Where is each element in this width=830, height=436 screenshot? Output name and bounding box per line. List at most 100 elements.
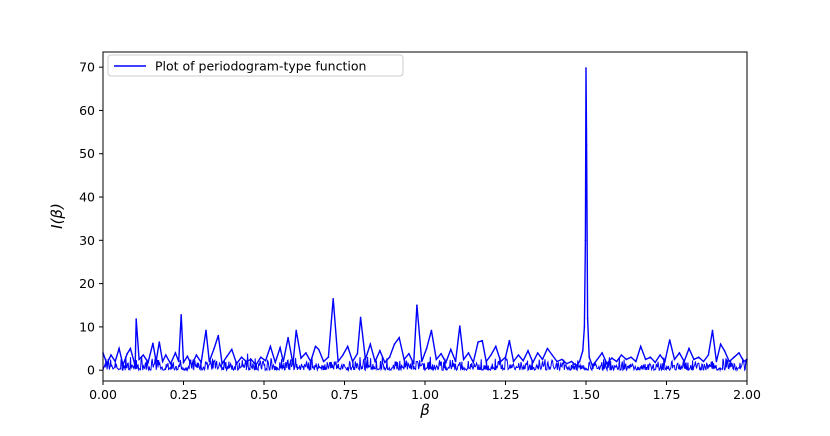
data-point [611, 357, 613, 359]
data-point [728, 360, 731, 363]
data-point [269, 345, 272, 348]
data-point [462, 358, 465, 361]
data-point [450, 348, 452, 351]
data-point [161, 360, 164, 363]
data-point [551, 354, 553, 356]
y-tick-label: 70 [79, 60, 95, 75]
data-point [169, 362, 172, 365]
data-point [177, 360, 180, 363]
data-point [582, 349, 584, 352]
data-point [118, 347, 120, 350]
data-point [388, 356, 391, 359]
data-point [601, 352, 603, 354]
data-point [356, 352, 359, 355]
data-point [630, 356, 632, 359]
data-point [644, 358, 647, 361]
data-point [733, 356, 735, 359]
data-point [583, 326, 586, 328]
data-point [135, 318, 137, 320]
data-point [688, 347, 690, 350]
data-point [440, 352, 442, 355]
data-point [255, 364, 257, 366]
x-tick-label: 1.00 [411, 387, 439, 402]
data-point [300, 357, 302, 359]
data-point [481, 339, 484, 342]
data-point [738, 352, 740, 354]
x-tick-label: 1.75 [653, 387, 681, 402]
data-point [416, 304, 418, 307]
data-point [205, 329, 207, 332]
y-axis: 0 10 20 30 40 50 60 70 [79, 60, 103, 378]
data-point [114, 360, 116, 363]
series-line [102, 67, 748, 368]
data-point [369, 343, 372, 346]
data-point [584, 239, 587, 242]
data-point [279, 346, 281, 349]
data-point [260, 356, 262, 359]
data-point [122, 364, 124, 366]
data-point [309, 360, 312, 363]
series-noise-band [102, 353, 748, 373]
x-tick-label: 1.50 [572, 387, 600, 402]
data-point [359, 316, 362, 319]
data-point [570, 360, 573, 363]
data-point [226, 355, 228, 358]
data-point [126, 352, 128, 355]
data-point [250, 358, 252, 361]
y-tick-label: 0 [87, 363, 95, 378]
plot-frame [102, 51, 748, 382]
data-point [314, 345, 317, 348]
data-point [180, 314, 182, 316]
data-point [683, 360, 685, 363]
data-point [292, 362, 294, 365]
data-point [711, 329, 714, 332]
data-point [152, 342, 154, 345]
data-point [517, 354, 520, 356]
x-tick-label: 2.00 [733, 387, 761, 402]
noise-layer [102, 353, 748, 373]
y-axis-label: I(β) [48, 203, 66, 229]
data-point [327, 356, 330, 359]
data-point [182, 361, 185, 364]
data-point [536, 352, 539, 354]
data-point [264, 359, 267, 362]
data-point [221, 362, 223, 365]
legend-label: Plot of periodogram-type function [155, 59, 366, 74]
data-point [337, 360, 339, 363]
data-point [707, 354, 710, 356]
x-axis-label: β [419, 401, 430, 419]
data-point [659, 354, 661, 356]
x-tick-label: 0.25 [170, 387, 198, 402]
data-point [561, 358, 563, 361]
data-point [398, 336, 401, 339]
data-point [186, 355, 189, 358]
data-point [585, 67, 587, 69]
data-point [485, 360, 488, 363]
data-point [165, 354, 167, 356]
data-point [364, 358, 367, 361]
data-point [588, 356, 590, 359]
data-point [274, 361, 277, 364]
data-point [445, 361, 447, 364]
data-point [565, 362, 568, 365]
data-point [106, 362, 108, 365]
data-point [495, 345, 497, 348]
data-point [664, 360, 666, 363]
data-point [546, 347, 549, 350]
data-point [522, 359, 524, 362]
data-point [287, 336, 289, 339]
x-tick-label: 0.00 [89, 387, 117, 402]
data-point [200, 361, 202, 364]
data-point [477, 341, 479, 343]
data-point [472, 361, 475, 364]
data-point [155, 360, 157, 363]
data-point [490, 354, 492, 356]
data-point [719, 343, 722, 346]
data-point [351, 360, 354, 363]
data-point [591, 365, 594, 367]
legend-box [107, 54, 404, 77]
data-point [430, 329, 433, 332]
data-point [556, 360, 558, 363]
